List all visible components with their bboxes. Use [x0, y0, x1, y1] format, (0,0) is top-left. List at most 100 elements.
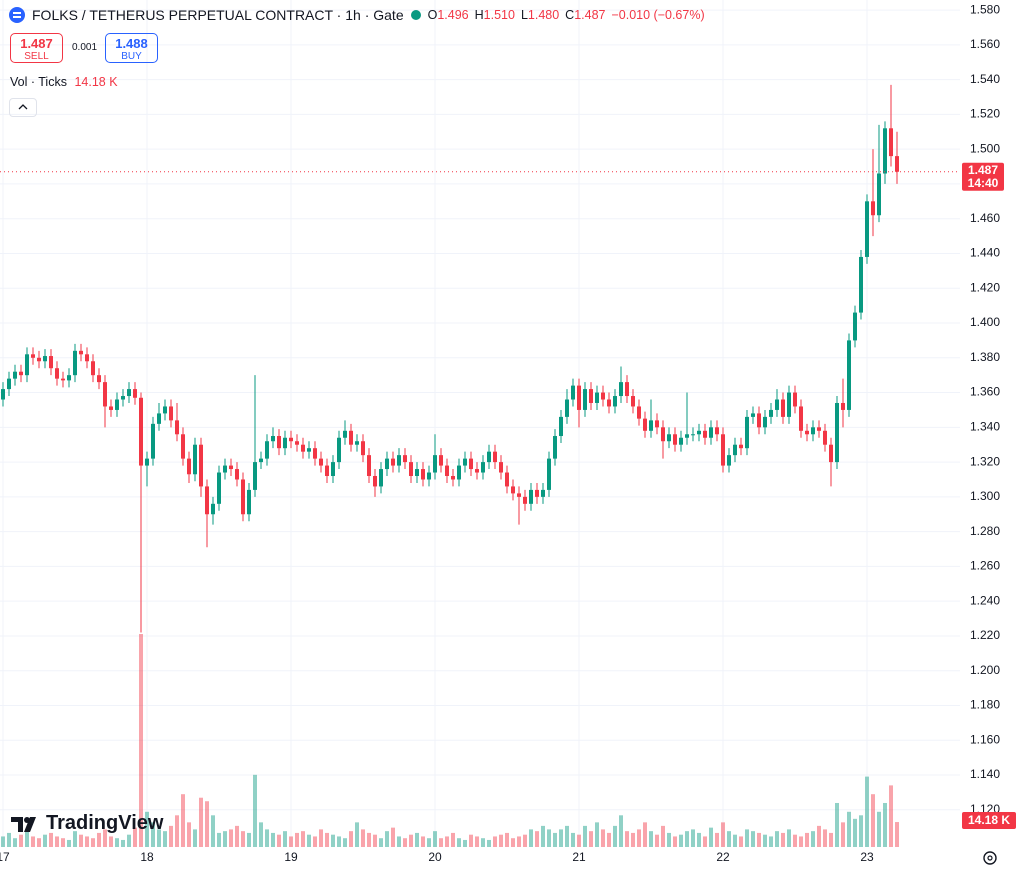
volume-bar: [631, 832, 635, 847]
candle-body: [823, 430, 827, 445]
candle-body: [463, 458, 467, 466]
volume-bar: [691, 829, 695, 847]
ohlc-value: 1.480: [527, 8, 560, 22]
candle-body: [61, 378, 65, 381]
ohlc-key: C: [565, 8, 575, 22]
candle-body: [787, 392, 791, 417]
volume-bar: [877, 811, 881, 847]
y-tick-label: 1.540: [970, 72, 1000, 86]
candle-body: [769, 409, 773, 417]
volume-bar: [373, 834, 377, 847]
volume-bar: [307, 834, 311, 847]
buy-button[interactable]: 1.488 BUY: [105, 33, 158, 63]
candle-body: [853, 312, 857, 341]
indicator-legend: Vol · Ticks 14.18 K: [10, 75, 118, 89]
ohlc-key: H: [474, 8, 484, 22]
logo-text: TradingView: [46, 812, 164, 834]
collapse-button[interactable]: [9, 98, 37, 117]
volume-bar: [379, 838, 383, 847]
volume-bar: [181, 794, 185, 847]
candle-body: [295, 441, 299, 445]
candle-body: [811, 427, 815, 435]
candle-body: [685, 434, 689, 438]
candle-body: [109, 406, 113, 410]
candle-body: [799, 406, 803, 431]
volume-bar: [313, 836, 317, 847]
volume-bar: [241, 831, 245, 847]
volume-bar: [31, 836, 35, 847]
volume-bar: [463, 839, 467, 847]
sell-label: SELL: [24, 51, 49, 62]
volume-bar: [295, 832, 299, 847]
candle-body: [67, 375, 71, 381]
volume-bar: [259, 822, 263, 847]
candle-body: [277, 436, 281, 449]
price-tag-value: 1.487: [968, 163, 998, 177]
candle-body: [655, 420, 659, 428]
candle-body: [505, 472, 509, 487]
volume-bar: [709, 827, 713, 847]
indicator-name[interactable]: Vol · Ticks: [10, 75, 67, 89]
volume-bar: [301, 831, 305, 847]
candle-body: [661, 427, 665, 442]
y-tick-label: 1.140: [970, 767, 1000, 781]
volume-bar: [553, 832, 557, 847]
volume-bar: [793, 834, 797, 847]
candle-body: [349, 430, 353, 445]
sell-button[interactable]: 1.487 SELL: [10, 33, 63, 63]
x-tick-label: 21: [572, 850, 586, 864]
volume-bar: [721, 822, 725, 847]
candle-body: [709, 427, 713, 438]
volume-bar: [205, 801, 209, 847]
volume-bar: [79, 834, 83, 847]
candle-body: [325, 465, 329, 477]
candle-body: [391, 458, 395, 466]
volume-bar: [223, 831, 227, 847]
candle-body: [97, 375, 101, 383]
candle-body: [667, 434, 671, 442]
volume-bar: [367, 832, 371, 847]
candle-body: [193, 444, 197, 475]
candle-body: [559, 416, 563, 437]
candle-body: [481, 462, 485, 473]
candle-body: [229, 465, 233, 470]
volume-bar: [37, 838, 41, 847]
volume-bar: [157, 829, 161, 847]
candle-body: [817, 427, 821, 431]
ohlc-value: 1.496: [437, 8, 469, 22]
buy-label: BUY: [121, 51, 142, 62]
candle-body: [13, 371, 17, 379]
volume-bar: [7, 832, 11, 847]
candle-body: [133, 389, 137, 398]
candle-body: [403, 455, 407, 463]
volume-bar: [97, 832, 101, 847]
y-tick-label: 1.200: [970, 663, 1000, 677]
y-tick-label: 1.500: [970, 141, 1000, 155]
volume-bar: [103, 829, 107, 847]
volume-bar: [703, 836, 707, 847]
volume-bar: [661, 825, 665, 847]
ohlc-item: H1.510: [475, 8, 515, 22]
candle-body: [343, 430, 347, 438]
volume-bar: [163, 831, 167, 847]
volume-layer: [1, 634, 899, 847]
y-tick-label: 1.400: [970, 315, 1000, 329]
candle-body: [613, 396, 617, 407]
volume-bar: [439, 838, 443, 847]
volume-bar: [229, 829, 233, 847]
candle-body: [73, 350, 77, 376]
settings-button[interactable]: [983, 851, 997, 865]
status-dot: [410, 10, 421, 20]
candle-body: [151, 423, 155, 459]
volume-bar: [481, 838, 485, 847]
volume-bar: [547, 829, 551, 847]
candle-body: [331, 462, 335, 477]
logo-icon: [11, 816, 36, 832]
candle-body: [535, 489, 539, 497]
volume-bar: [763, 834, 767, 847]
symbol-title[interactable]: FOLKS / TETHERUS PERPETUAL CONTRACT · 1h…: [32, 7, 404, 23]
volume-bar: [235, 825, 239, 847]
candle-body: [247, 489, 251, 515]
candle-body: [565, 399, 569, 417]
